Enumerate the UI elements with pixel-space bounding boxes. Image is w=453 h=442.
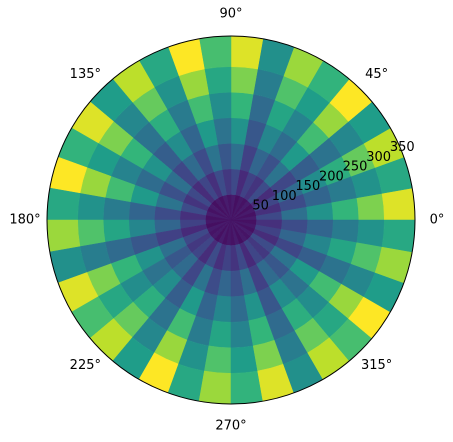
r-tick-label: 50 [252, 199, 269, 214]
r-tick-label: 250 [343, 160, 368, 175]
r-tick-label: 100 [272, 189, 297, 204]
theta-tick-label: 90° [219, 7, 242, 22]
theta-tick-label: 225° [70, 358, 101, 373]
mesh-cell [356, 193, 385, 221]
theta-tick-label: 270° [215, 419, 246, 434]
r-tick-label: 150 [295, 179, 320, 194]
theta-tick-label: 0° [430, 213, 445, 228]
mesh-cell [356, 219, 385, 247]
r-tick-label: 200 [319, 169, 344, 184]
mesh-cell [198, 370, 232, 405]
theta-tick-label: 45° [365, 67, 388, 82]
mesh-cell [230, 345, 258, 374]
mesh-cell [46, 187, 81, 221]
polar-frame [46, 35, 416, 405]
mesh [46, 35, 416, 405]
theta-tick-label: 135° [70, 67, 101, 82]
mesh-cell [204, 345, 232, 374]
mesh-cell [381, 187, 416, 221]
theta-tick-label: 315° [361, 358, 392, 373]
mesh-cell [381, 219, 416, 253]
mesh-cell [46, 219, 81, 253]
mesh-cell [77, 193, 106, 221]
mesh-cell [230, 370, 264, 405]
mesh-cell [204, 66, 232, 95]
mesh-cell [198, 35, 232, 70]
r-tick-label: 350 [390, 140, 415, 155]
theta-tick-label: 180° [9, 213, 40, 228]
r-tick-label: 300 [366, 150, 391, 165]
mesh-cell [77, 219, 106, 247]
mesh-cell [230, 66, 258, 95]
mesh-cell [230, 35, 264, 70]
